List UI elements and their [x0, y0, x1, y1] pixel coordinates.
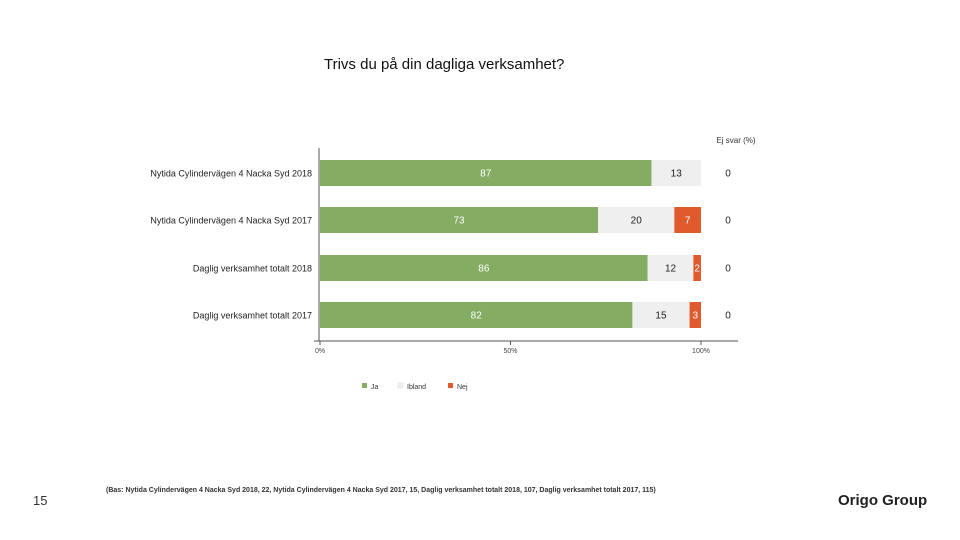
- bar-segment-ja: [320, 255, 648, 281]
- chart-title: Trivs du på din dagliga verksamhet?: [324, 56, 565, 73]
- no-answer-value: 0: [725, 311, 731, 322]
- category-label: Daglig verksamhet totalt 2018: [193, 264, 312, 274]
- legend-label: Nej: [457, 384, 468, 391]
- x-tick-label: 50%: [503, 348, 517, 355]
- data-label: 2: [694, 264, 700, 275]
- data-label: 20: [631, 216, 643, 227]
- no-answer-value: 0: [725, 264, 731, 275]
- data-label: 87: [480, 169, 492, 180]
- bar-segment-ibland: [651, 160, 701, 186]
- brand-logo-text: Origo Group: [838, 492, 928, 509]
- bar-segment-ibland: [598, 207, 675, 233]
- base-footnote: (Bas: Nytida Cylindervägen 4 Nacka Syd 2…: [106, 487, 656, 494]
- bar-segment-nej: [674, 207, 701, 233]
- x-tick-label: 100%: [692, 348, 710, 355]
- legend-swatch: [397, 382, 404, 389]
- bar-segment-nej: [693, 255, 701, 281]
- data-label: 82: [471, 311, 483, 322]
- no-answer-header: Ej svar (%): [716, 136, 755, 145]
- data-label: 73: [454, 216, 466, 227]
- legend-swatch: [448, 383, 453, 388]
- data-label: 3: [693, 311, 699, 322]
- bar-segment-ja: [320, 302, 633, 328]
- legend-swatch: [362, 383, 367, 388]
- bar-segment-ibland: [647, 255, 694, 281]
- bar-segment-ibland: [632, 302, 690, 328]
- category-label: Daglig verksamhet totalt 2017: [193, 311, 312, 321]
- data-label: 13: [671, 169, 683, 180]
- no-answer-value: 0: [725, 169, 731, 180]
- data-label: 12: [665, 264, 677, 275]
- page-number: 15: [33, 493, 48, 508]
- category-label: Nytida Cylindervägen 4 Nacka Syd 2017: [150, 216, 312, 226]
- bar-segment-ja: [320, 160, 652, 186]
- data-label: 7: [685, 216, 691, 227]
- x-tick-label: 0%: [315, 348, 325, 355]
- no-answer-value: 0: [725, 216, 731, 227]
- legend-label: Ja: [371, 384, 379, 391]
- legend-label: Ibland: [407, 384, 426, 391]
- category-label: Nytida Cylindervägen 4 Nacka Syd 2018: [150, 169, 312, 179]
- data-label: 15: [655, 311, 667, 322]
- bar-segment-ja: [320, 207, 599, 233]
- bar-segment-nej: [689, 302, 701, 328]
- data-label: 86: [478, 264, 490, 275]
